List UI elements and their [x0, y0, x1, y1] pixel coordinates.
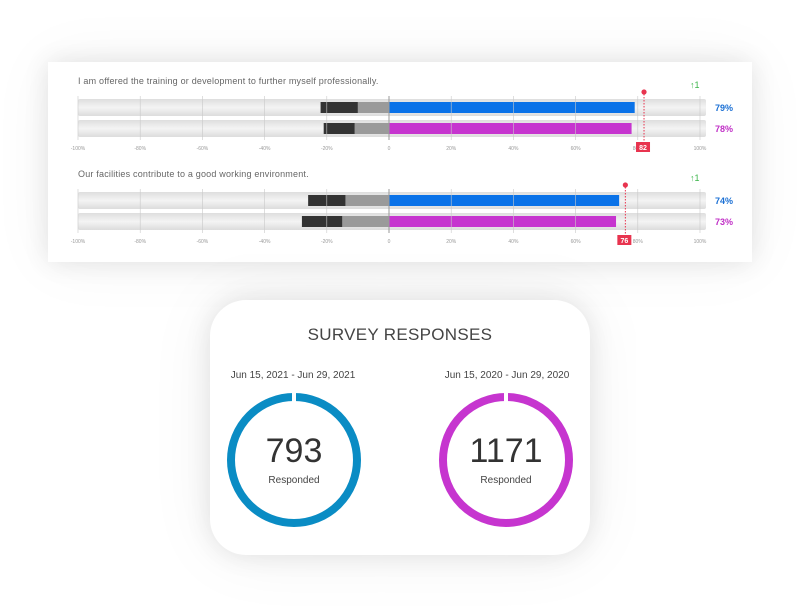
axis-tick-label: 40%: [508, 239, 519, 245]
responded-label-previous: Responded: [480, 475, 532, 486]
response-count-previous: 1171: [469, 432, 543, 470]
period-range-current: Jun 15, 2021 - Jun 29, 2021: [230, 370, 356, 381]
positive-value-label: 73%: [715, 217, 733, 227]
axis-tick-label: 0: [388, 239, 391, 245]
negative-bar: [320, 102, 358, 113]
period-range-previous: Jun 15, 2020 - Jun 29, 2020: [444, 370, 570, 381]
axis-tick-label: -80%: [134, 146, 146, 152]
benchmark-value-label: 82: [639, 145, 647, 152]
neutral-bar: [342, 216, 389, 227]
benchmark-badge: [636, 142, 651, 152]
neutral-bar: [345, 195, 389, 206]
axis-tick-label: 20%: [446, 239, 457, 245]
axis-tick-label: 40%: [508, 146, 519, 152]
negative-bar: [301, 216, 343, 227]
question-title-2: Our facilities contribute to a good work…: [78, 169, 309, 179]
trend-indicator-1: ↑1: [690, 80, 700, 90]
axis-tick-label: 0: [388, 146, 391, 152]
trend-indicator-2: ↑1: [690, 173, 700, 183]
benchmark-dot: [641, 89, 647, 95]
neutral-bar: [354, 123, 389, 134]
benchmark-value-label: 76: [620, 238, 628, 245]
benchmark-badge: [617, 235, 632, 245]
axis-tick-label: -80%: [134, 239, 146, 245]
axis-tick-label: -40%: [259, 146, 271, 152]
axis-tick-label: 100%: [694, 239, 707, 245]
donut-ring-current: [227, 392, 361, 527]
axis-tick-label: 20%: [446, 146, 457, 152]
axis-tick-label: -60%: [197, 146, 209, 152]
positive-bar: [389, 123, 632, 134]
positive-value-label: 79%: [715, 103, 733, 113]
axis-tick-label: -100%: [71, 146, 86, 152]
positive-value-label: 74%: [715, 196, 733, 206]
response-count-current: 793: [265, 432, 323, 470]
responded-label-current: Responded: [268, 475, 320, 486]
survey-responses-title: SURVEY RESPONSES: [307, 325, 493, 344]
question-title-1: I am offered the training or development…: [78, 76, 379, 86]
axis-tick-label: 100%: [694, 146, 707, 152]
axis-tick-label: -20%: [321, 146, 333, 152]
question-chart-card: 79% 78% -100% -80% -60% -40% -20% 0 20% 40% 60% 80%…: [48, 62, 752, 262]
diverging-bar-chart: 79% 78% -100% -80% -60% -40% -20% 0 20% 40% 60% 80%…: [71, 89, 733, 245]
survey-responses-card: SURVEY RESPONSES Jun 15, 2021 - Jun 29, …: [210, 300, 590, 555]
axis-tick-label: 60%: [571, 146, 582, 152]
donut-current: 793 Responded: [224, 390, 364, 530]
positive-value-label: 78%: [715, 124, 733, 134]
axis-tick-label: -60%: [197, 239, 209, 245]
axis-tick-label: -100%: [71, 239, 86, 245]
positive-bar: [389, 216, 617, 227]
negative-bar: [323, 123, 355, 134]
axis-tick-label: -40%: [259, 239, 271, 245]
donut-previous: 1171 Responded: [436, 390, 576, 530]
axis-tick-label: 80%: [633, 239, 644, 245]
positive-bar: [389, 195, 620, 206]
neutral-bar: [357, 102, 389, 113]
axis-tick-label: 60%: [571, 239, 582, 245]
axis-tick-label: -20%: [321, 239, 333, 245]
benchmark-dot: [622, 182, 628, 188]
positive-bar: [389, 102, 635, 113]
donut-ring-previous: [439, 392, 573, 527]
